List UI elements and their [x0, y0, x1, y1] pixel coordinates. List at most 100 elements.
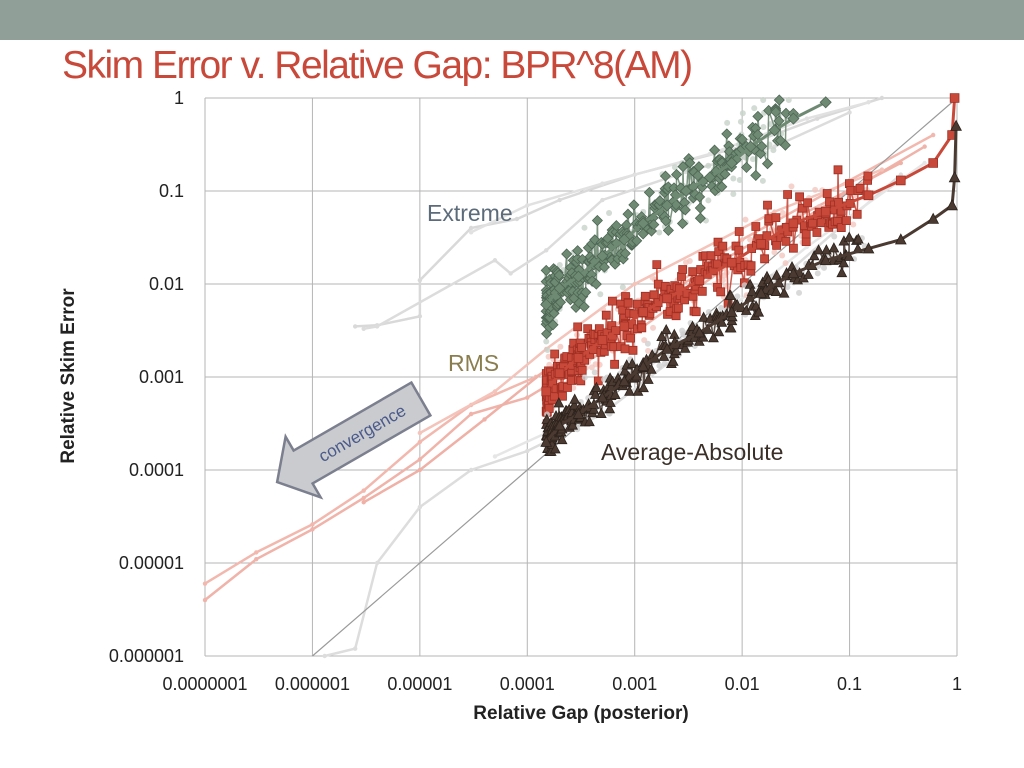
data-point [595, 407, 607, 419]
data-point [626, 357, 638, 369]
data-point [598, 261, 610, 273]
data-point [620, 344, 630, 354]
data-point [649, 290, 659, 300]
data-point [550, 349, 560, 359]
data-point [610, 359, 619, 369]
data-point [817, 218, 826, 228]
data-point [642, 373, 654, 384]
background-trace-7-point-0 [322, 653, 327, 659]
trend-point [573, 353, 584, 363]
data-point [643, 186, 655, 198]
data-point [763, 200, 772, 210]
label-average-absolute: Average-Absolute [601, 439, 783, 465]
background-trace-3-point-5 [468, 411, 474, 417]
trend-point [820, 206, 831, 217]
background-trace-3-point-3 [361, 495, 366, 501]
haze-point [606, 209, 613, 216]
data-point [631, 235, 643, 247]
data-point [846, 186, 856, 195]
background-trace-0-point-2 [417, 314, 423, 319]
data-point [694, 212, 706, 224]
haze-point [760, 124, 767, 131]
trend-point [787, 267, 800, 279]
trend-point [694, 275, 705, 286]
background-trace-5-point-6 [898, 160, 904, 166]
haze-point [581, 224, 588, 231]
haze-point [557, 343, 564, 350]
haze-point [737, 118, 744, 125]
background-trace-4-point-2 [310, 522, 315, 527]
haze-point [718, 304, 725, 311]
haze-point [812, 186, 819, 193]
data-point [659, 170, 672, 182]
trend-point [596, 391, 609, 403]
data-point [694, 202, 706, 214]
background-trace-8-point-0 [492, 454, 498, 459]
data-point [863, 171, 873, 181]
trend-point [661, 199, 674, 212]
data-point [716, 181, 728, 193]
trend-point [572, 407, 585, 419]
data-point [544, 404, 554, 413]
haze-point [788, 183, 795, 190]
trend-point [946, 199, 958, 211]
background-trace-8-point-5 [922, 160, 927, 166]
trend-point [597, 335, 608, 345]
background-trace-2-point-5 [866, 100, 871, 105]
data-point [556, 433, 568, 445]
background-trace-1-point-2 [492, 258, 498, 263]
x-tick-label-0: 0.0000001 [162, 674, 247, 694]
haze-point [730, 175, 737, 182]
haze-point [705, 197, 712, 204]
data-point [752, 110, 764, 122]
haze-point [821, 264, 828, 271]
data-point [676, 217, 689, 230]
data-point [760, 254, 769, 264]
haze-point [749, 156, 756, 163]
trend-point [862, 242, 875, 254]
background-trace-3-point-1 [254, 556, 259, 562]
haze-point [544, 346, 551, 353]
data-point [734, 245, 744, 255]
data-point [746, 285, 758, 296]
trend-point [725, 156, 738, 170]
background-trace-2-point-0 [468, 230, 474, 235]
background-trace-4-point-3 [361, 488, 366, 493]
background-trace-3-point-0 [202, 597, 208, 603]
trend-point [949, 93, 960, 103]
data-point [561, 248, 573, 260]
background-trace-0-point-3 [417, 277, 423, 283]
data-point [601, 310, 611, 320]
x-tick-label-4: 0.001 [612, 674, 657, 694]
data-point [802, 268, 814, 279]
background-trace-3-point-2 [310, 527, 315, 532]
haze-point [556, 261, 563, 268]
background-trace-0-point-9 [815, 116, 820, 121]
data-point [684, 157, 696, 169]
data-point [667, 355, 679, 366]
data-point [626, 333, 635, 343]
haze-point [779, 209, 786, 216]
series-extreme [540, 94, 832, 353]
haze-point [601, 376, 608, 383]
data-point [622, 208, 634, 220]
trend-point [596, 249, 609, 263]
data-point [755, 148, 767, 160]
data-point [631, 370, 643, 381]
haze-point [671, 164, 678, 171]
data-point [725, 322, 737, 333]
data-point [813, 244, 825, 255]
background-trace-4-point-1 [254, 550, 259, 555]
trend-point [755, 286, 767, 298]
background-trace-7-point-4 [468, 467, 474, 473]
data-point [795, 192, 804, 202]
data-point [589, 388, 601, 399]
haze-point [650, 324, 657, 331]
trend-point [895, 175, 906, 186]
haze-point [850, 221, 857, 228]
data-point [553, 397, 565, 408]
data-point [721, 128, 733, 140]
trend-point [756, 239, 766, 249]
x-tick-label-7: 1 [952, 674, 962, 694]
haze-point [747, 236, 754, 243]
